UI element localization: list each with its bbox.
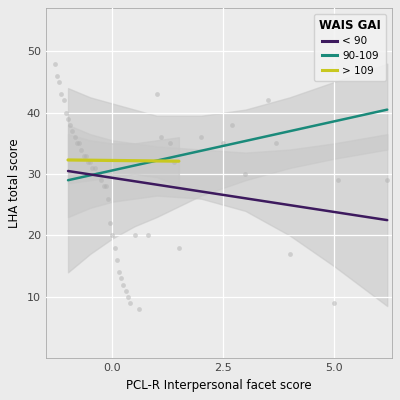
Point — [131, 232, 138, 239]
Point — [118, 275, 124, 282]
Point — [82, 152, 89, 159]
Point — [229, 122, 235, 128]
Point — [198, 134, 204, 140]
Point — [127, 300, 133, 306]
Point — [286, 251, 293, 257]
Point — [111, 244, 118, 251]
Point — [102, 183, 109, 190]
Point — [264, 97, 271, 104]
Point — [220, 140, 226, 146]
Point — [80, 152, 87, 159]
Point — [273, 140, 280, 146]
Point — [109, 232, 116, 239]
Point — [171, 159, 178, 165]
Point — [69, 128, 76, 134]
Point — [176, 244, 182, 251]
Point — [87, 159, 94, 165]
Point — [154, 91, 160, 98]
Point — [85, 159, 91, 165]
Point — [100, 183, 107, 190]
Point — [145, 232, 151, 239]
Point — [122, 288, 129, 294]
Point — [114, 257, 120, 263]
Point — [158, 134, 164, 140]
X-axis label: PCL-R Interpersonal facet score: PCL-R Interpersonal facet score — [126, 379, 312, 392]
Point — [331, 300, 337, 306]
Point — [107, 220, 113, 226]
Point — [65, 116, 71, 122]
Point — [56, 79, 62, 85]
Point — [384, 177, 390, 184]
Point — [89, 165, 96, 171]
Point — [167, 140, 173, 146]
Point — [78, 146, 84, 153]
Point — [60, 97, 67, 104]
Point — [94, 171, 100, 177]
Point — [116, 269, 122, 276]
Point — [125, 294, 131, 300]
Point — [335, 177, 342, 184]
Point — [74, 140, 80, 146]
Point — [52, 60, 58, 67]
Point — [105, 196, 111, 202]
Point — [96, 171, 102, 177]
Point — [76, 140, 82, 146]
Legend: < 90, 90-109, > 109: < 90, 90-109, > 109 — [314, 14, 386, 81]
Point — [63, 110, 69, 116]
Y-axis label: LHA total score: LHA total score — [8, 138, 21, 228]
Point — [242, 171, 248, 177]
Point — [120, 281, 127, 288]
Point — [58, 91, 64, 98]
Point — [67, 122, 74, 128]
Point — [92, 165, 98, 171]
Point — [72, 134, 78, 140]
Point — [98, 177, 104, 184]
Point — [54, 73, 60, 79]
Point — [136, 306, 142, 312]
